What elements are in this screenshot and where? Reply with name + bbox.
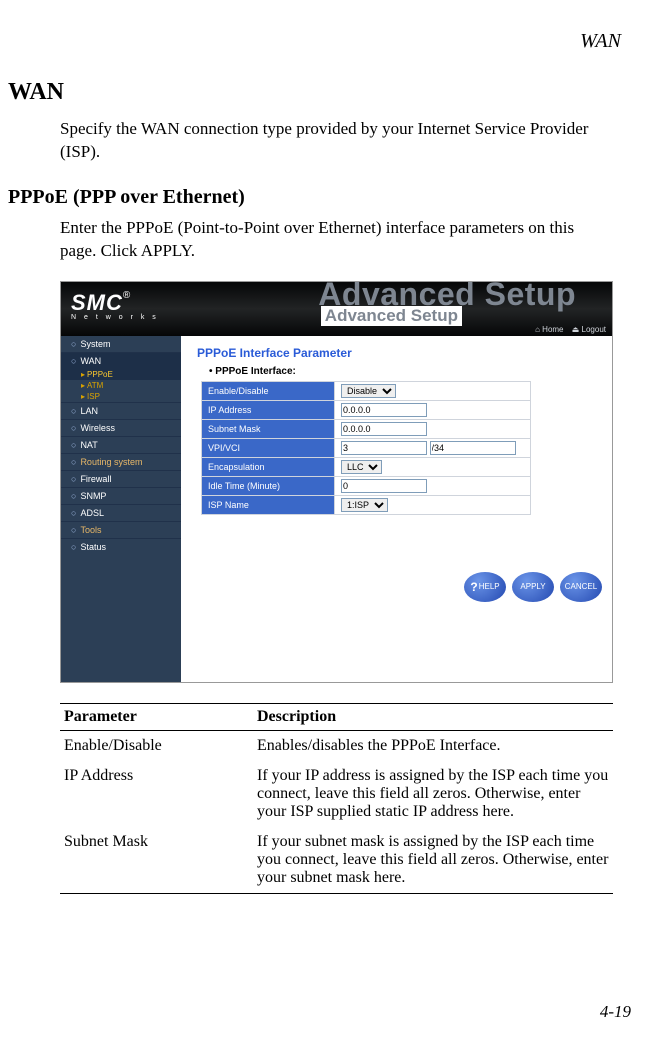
- param-name: Enable/Disable: [60, 730, 253, 761]
- input-subnet-mask[interactable]: [341, 422, 427, 436]
- apply-button[interactable]: APPLY: [512, 572, 554, 602]
- form-cell: [335, 438, 531, 457]
- form-label: Enable/Disable: [202, 381, 335, 400]
- form-label: IP Address: [202, 400, 335, 419]
- th-parameter: Parameter: [60, 703, 253, 730]
- logo-text: SMC: [71, 290, 123, 315]
- advanced-setup-banner: Advanced Setup: [321, 306, 462, 326]
- select-isp-name[interactable]: 1:ISP: [341, 498, 388, 512]
- form-label: Idle Time (Minute): [202, 476, 335, 495]
- sidebar-item-system[interactable]: ○System: [61, 336, 181, 352]
- form-label: Subnet Mask: [202, 419, 335, 438]
- pppoe-form: Enable/Disable Disable IP AddressSubnet Ma…: [201, 381, 531, 515]
- help-button[interactable]: HELP: [464, 572, 506, 602]
- form-cell: Disable: [335, 381, 531, 400]
- param-name: IP Address: [60, 761, 253, 827]
- sidebar-item-routing-system[interactable]: ○Routing system: [61, 453, 181, 470]
- logout-link[interactable]: ⏏ Logout: [572, 325, 606, 334]
- cancel-button[interactable]: CANCEL: [560, 572, 602, 602]
- form-cell: [335, 400, 531, 419]
- ss-topbar: SMC® N e t w o r k s Advanced Setup Adva…: [61, 282, 612, 336]
- action-buttons: HELP APPLY CANCEL: [464, 572, 602, 602]
- select-enable-disable[interactable]: Disable: [341, 384, 396, 398]
- param-desc: Enables/disables the PPPoE Interface.: [253, 730, 613, 761]
- form-label: Encapsulation: [202, 457, 335, 476]
- smc-logo: SMC® N e t w o r k s: [71, 290, 159, 321]
- sidebar-item-tools[interactable]: ○Tools: [61, 521, 181, 538]
- panel-title: PPPoE Interface Parameter: [197, 346, 612, 360]
- sidebar-item-snmp[interactable]: ○SNMP: [61, 487, 181, 504]
- main-panel: PPPoE Interface Parameter • PPPoE Interf…: [181, 336, 612, 682]
- home-link[interactable]: ⌂ Home: [535, 325, 563, 334]
- form-cell: 1:ISP: [335, 495, 531, 514]
- select-encapsulation[interactable]: LLC: [341, 460, 382, 474]
- form-label: VPI/VCI: [202, 438, 335, 457]
- logo-reg: ®: [123, 290, 130, 301]
- input-vci[interactable]: [430, 441, 516, 455]
- param-desc: If your subnet mask is assigned by the I…: [253, 827, 613, 894]
- sidebar-item-wireless[interactable]: ○Wireless: [61, 419, 181, 436]
- sidebar-item-nat[interactable]: ○NAT: [61, 436, 181, 453]
- param-desc: If your IP address is assigned by the IS…: [253, 761, 613, 827]
- heading-pppoe: PPPoE (PPP over Ethernet): [8, 186, 629, 209]
- form-label: ISP Name: [202, 495, 335, 514]
- input-vpi[interactable]: [341, 441, 427, 455]
- sidebar-item-firewall[interactable]: ○Firewall: [61, 470, 181, 487]
- heading-wan: WAN: [8, 79, 629, 106]
- sidebar-sub-pppoe[interactable]: ▸PPPoE: [61, 369, 181, 380]
- logo-sub: N e t w o r k s: [71, 314, 159, 321]
- intro2-text: Enter the PPPoE (Point-to-Point over Eth…: [60, 217, 611, 263]
- form-cell: LLC: [335, 457, 531, 476]
- sidebar-sub-isp[interactable]: ▸ISP: [61, 391, 181, 402]
- parameter-table: Parameter Description Enable/DisableEnab…: [60, 703, 613, 894]
- home-logout-bar: ⌂ Home ⏏ Logout: [529, 325, 606, 334]
- running-head: WAN: [0, 30, 621, 53]
- router-screenshot: SMC® N e t w o r k s Advanced Setup Adva…: [60, 281, 613, 683]
- sidebar: ○System○WAN▸PPPoE▸ATM▸ISP○LAN○Wireless○N…: [61, 336, 181, 682]
- intro-text: Specify the WAN connection type provided…: [60, 118, 611, 164]
- sidebar-sub-atm[interactable]: ▸ATM: [61, 380, 181, 391]
- input-idle-time-minute-[interactable]: [341, 479, 427, 493]
- sidebar-item-wan[interactable]: ○WAN: [61, 352, 181, 369]
- input-ip-address[interactable]: [341, 403, 427, 417]
- sidebar-item-status[interactable]: ○Status: [61, 538, 181, 555]
- th-description: Description: [253, 703, 613, 730]
- sidebar-item-lan[interactable]: ○LAN: [61, 402, 181, 419]
- param-name: Subnet Mask: [60, 827, 253, 894]
- sidebar-item-adsl[interactable]: ○ADSL: [61, 504, 181, 521]
- form-cell: [335, 419, 531, 438]
- form-cell: [335, 476, 531, 495]
- panel-subtitle: • PPPoE Interface:: [209, 366, 612, 377]
- page-number: 4-19: [600, 1002, 631, 1022]
